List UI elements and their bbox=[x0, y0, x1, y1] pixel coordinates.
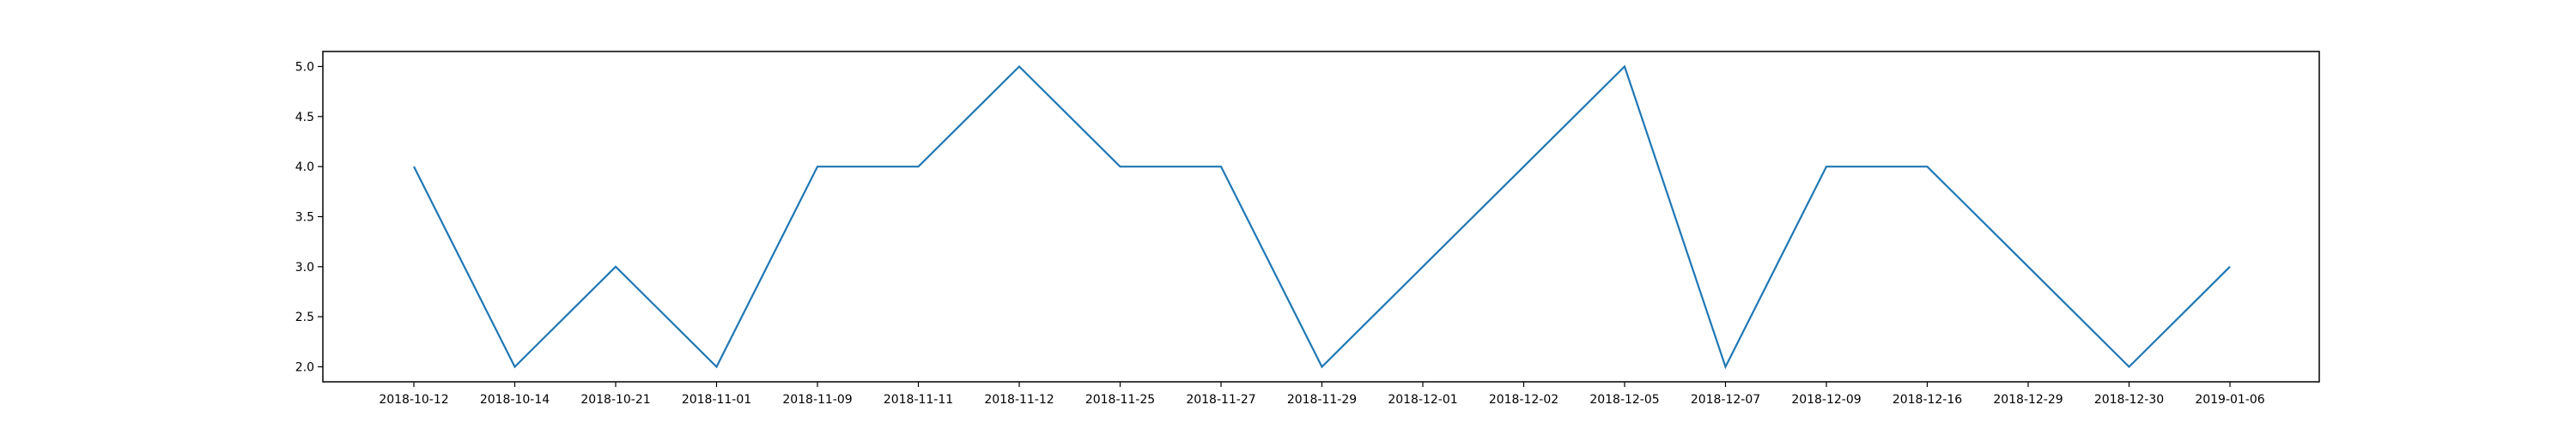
x-tick-label: 2018-12-29 bbox=[1993, 393, 2063, 407]
y-tick-label: 4.5 bbox=[295, 111, 314, 124]
x-tick-label: 2018-12-07 bbox=[1691, 393, 1760, 407]
x-tick-label: 2018-12-01 bbox=[1388, 393, 1457, 407]
x-tick-label: 2018-11-01 bbox=[682, 393, 751, 407]
plot-area bbox=[323, 51, 2319, 382]
y-axis-ticks: 2.0 2.5 3.0 3.5 4.0 4.5 5.0 bbox=[295, 61, 323, 375]
y-tick-label: 3.0 bbox=[295, 261, 314, 275]
y-tick-label: 2.0 bbox=[295, 361, 314, 375]
x-tick-label: 2018-12-30 bbox=[2094, 393, 2164, 407]
x-tick-label: 2018-10-12 bbox=[379, 393, 448, 407]
y-tick-label: 5.0 bbox=[295, 61, 314, 75]
x-tick-label: 2018-11-11 bbox=[884, 393, 953, 407]
x-tick-label: 2018-11-12 bbox=[984, 393, 1054, 407]
x-tick-label: 2019-01-06 bbox=[2195, 393, 2264, 407]
x-tick-label: 2018-11-25 bbox=[1085, 393, 1155, 407]
x-tick-label: 2018-11-09 bbox=[782, 393, 852, 407]
x-tick-label: 2018-10-21 bbox=[580, 393, 650, 407]
x-tick-label: 2018-12-05 bbox=[1589, 393, 1659, 407]
data-points bbox=[413, 66, 2231, 367]
y-tick-label: 3.5 bbox=[295, 211, 314, 225]
plot-frame bbox=[322, 51, 2320, 383]
y-tick-label: 2.5 bbox=[295, 311, 314, 324]
x-tick-label: 2018-10-14 bbox=[480, 393, 550, 407]
y-tick-label: 4.0 bbox=[295, 160, 314, 174]
x-tick-label: 2018-11-29 bbox=[1287, 393, 1357, 407]
x-tick-label: 2018-12-02 bbox=[1489, 393, 1558, 407]
x-tick-label: 2018-11-27 bbox=[1186, 393, 1255, 407]
x-tick-label: 2018-12-09 bbox=[1791, 393, 1861, 407]
x-axis-ticks: 2018-10-12 2018-10-14 2018-10-21 2018-11-01… bbox=[379, 382, 2265, 407]
x-tick-label: 2018-12-16 bbox=[1893, 393, 1962, 407]
